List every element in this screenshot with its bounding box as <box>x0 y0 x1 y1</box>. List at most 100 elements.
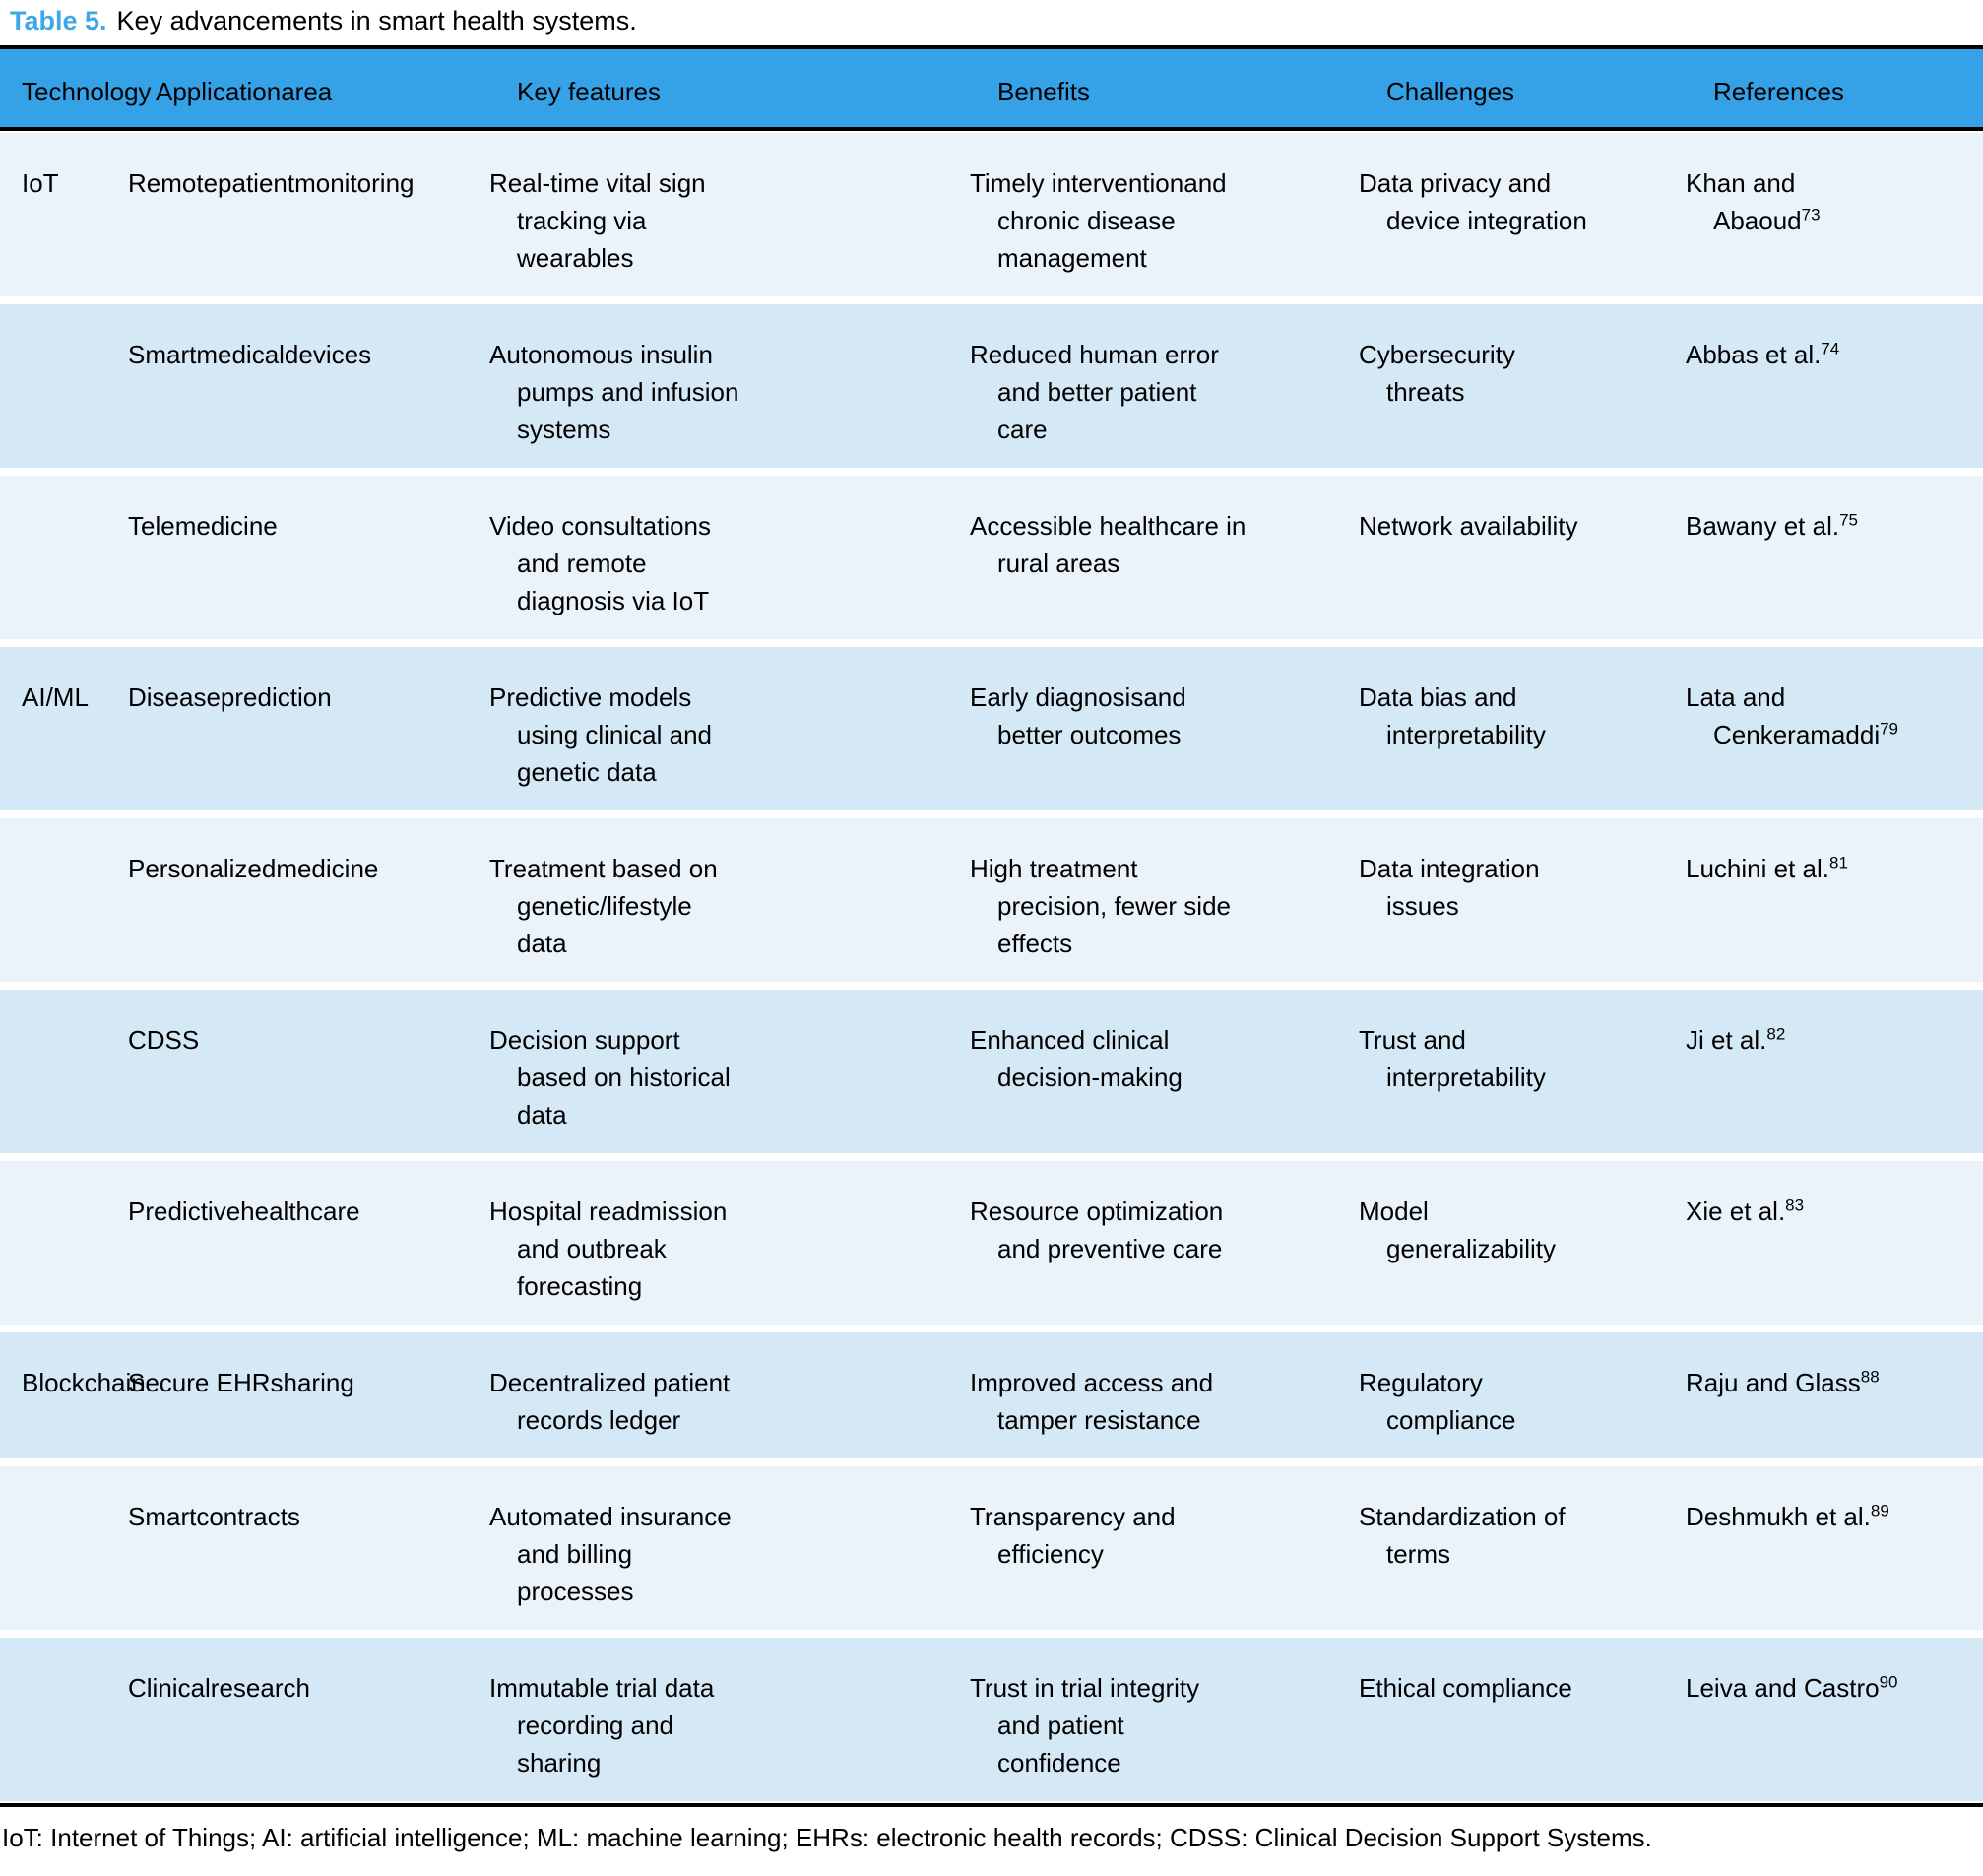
reference-cell: Bawany et al.75 <box>1686 476 1983 639</box>
benefits-cell: Transparency and efficiency <box>970 1502 1176 1569</box>
reference-superscript: 74 <box>1821 339 1840 358</box>
technology-cell: IoT <box>22 168 59 198</box>
benefits-cell: Improved access and tamper resistance <box>970 1368 1214 1435</box>
table-row: Smartcontracts Automated insurance and b… <box>0 1466 1983 1630</box>
technology-cell <box>22 304 128 468</box>
reference-text: Raju and Glass <box>1686 1368 1861 1397</box>
column-header-challenges: Challenges <box>1386 77 1515 106</box>
table-row: CDSS Decision support based on historica… <box>0 990 1983 1153</box>
table-row: AI/ML Diseaseprediction Predictive model… <box>0 647 1983 810</box>
challenges-cell: Network availability <box>1359 511 1578 541</box>
benefits-cell: Early diagnosisand better outcomes <box>970 682 1186 749</box>
reference-text: Ji et al. <box>1686 1025 1767 1055</box>
challenges-cell: Regulatory compliance <box>1359 1368 1516 1435</box>
table-caption-text: Key advancements in smart health systems… <box>116 6 637 35</box>
application-area-cell: Smartcontracts <box>128 1502 300 1531</box>
reference-superscript: 82 <box>1766 1024 1786 1044</box>
reference-text: Luchini et al. <box>1686 854 1829 883</box>
application-area-cell: Remotepatientmonitoring <box>128 168 415 198</box>
technology-cell: AI/ML <box>22 682 89 712</box>
application-area-cell: Secure EHRsharing <box>128 1368 354 1397</box>
technology-cell <box>22 990 128 1153</box>
technology-cell <box>22 1161 128 1325</box>
reference-superscript: 83 <box>1785 1196 1805 1215</box>
challenges-cell: Standardization of terms <box>1359 1502 1566 1569</box>
application-area-cell: Predictivehealthcare <box>128 1197 360 1226</box>
key-features-cell: Real-time vital sign tracking via wearab… <box>489 168 706 273</box>
column-header-application-area: Applicationarea <box>156 77 333 106</box>
reference-cell: Abbas et al.74 <box>1686 304 1983 468</box>
application-area-cell: Personalizedmedicine <box>128 854 379 883</box>
table-row: Telemedicine Video consultations and rem… <box>0 476 1983 639</box>
bottom-rule <box>0 1803 1983 1807</box>
application-area-cell: Smartmedicaldevices <box>128 340 372 369</box>
table-row: Smartmedicaldevices Autonomous insulin p… <box>0 304 1983 468</box>
challenges-cell: Model generalizability <box>1359 1197 1556 1263</box>
key-features-cell: Video consultations and remote diagnosis… <box>489 511 712 615</box>
challenges-cell: Data bias and interpretability <box>1359 682 1546 749</box>
reference-text: Xie et al. <box>1686 1197 1786 1226</box>
reference-text: Abbas et al. <box>1686 340 1822 369</box>
reference-superscript: 89 <box>1870 1501 1889 1520</box>
challenges-cell: Ethical compliance <box>1359 1673 1572 1703</box>
reference-cell: Xie et al.83 <box>1686 1161 1983 1325</box>
reference-superscript: 81 <box>1828 853 1848 873</box>
key-features-cell: Predictive models using clinical and gen… <box>489 682 713 787</box>
column-header-references: References <box>1713 77 1844 106</box>
reference-text: Deshmukh et al. <box>1686 1502 1871 1531</box>
reference-cell: Deshmukh et al.89 <box>1686 1466 1983 1630</box>
key-features-cell: Autonomous insulin pumps and infusion sy… <box>489 340 739 444</box>
top-rule <box>0 45 1983 49</box>
table-footnote: IoT: Internet of Things; AI: artificial … <box>2 1823 1652 1852</box>
benefits-cell: Reduced human error and better patient c… <box>970 340 1219 444</box>
challenges-cell: Data privacy and device integration <box>1359 168 1587 235</box>
technology-cell <box>22 1466 128 1630</box>
reference-text: Khan and Abaoud <box>1686 168 1802 235</box>
reference-superscript: 79 <box>1880 719 1899 739</box>
column-header-technology: Technology <box>22 77 152 106</box>
reference-superscript: 75 <box>1839 510 1859 530</box>
reference-cell: Raju and Glass88 <box>1686 1332 1983 1458</box>
reference-cell: Luchini et al.81 <box>1686 818 1983 982</box>
reference-text: Bawany et al. <box>1686 511 1840 541</box>
technology-cell: Blockchain <box>22 1368 146 1397</box>
key-features-cell: Hospital readmission and outbreak foreca… <box>489 1197 728 1301</box>
table-caption: Table 5. Key advancements in smart health… <box>10 6 1983 35</box>
column-header-benefits: Benefits <box>997 77 1090 106</box>
reference-cell: Khan and Abaoud73 <box>1686 133 1983 296</box>
benefits-cell: Trust in trial integrity and patient con… <box>970 1673 1200 1778</box>
table-number-label: Table 5. <box>10 6 107 35</box>
technology-cell <box>22 1638 128 1801</box>
table-row: Personalizedmedicine Treatment based on … <box>0 818 1983 982</box>
application-area-cell: Clinicalresearch <box>128 1673 310 1703</box>
reference-text: Lata and Cenkeramaddi <box>1686 682 1881 749</box>
reference-text: Leiva and Castro <box>1686 1673 1880 1703</box>
header-bottom-rule <box>0 127 1983 131</box>
challenges-cell: Data integration issues <box>1359 854 1540 921</box>
table-row: Blockchain Secure EHRsharing Decentraliz… <box>0 1332 1983 1458</box>
table-header-row: Technology Applicationarea Key features … <box>0 49 1983 127</box>
reference-superscript: 88 <box>1860 1367 1880 1387</box>
reference-cell: Leiva and Castro90 <box>1686 1638 1983 1801</box>
table-5-smart-health-advancements: Table 5. Key advancements in smart health… <box>0 6 1983 1852</box>
benefits-cell: Accessible healthcare in rural areas <box>970 511 1247 578</box>
reference-cell: Lata and Cenkeramaddi79 <box>1686 647 1983 810</box>
application-area-cell: CDSS <box>128 1025 200 1055</box>
reference-superscript: 73 <box>1801 205 1821 225</box>
challenges-cell: Trust and interpretability <box>1359 1025 1546 1092</box>
reference-superscript: 90 <box>1879 1672 1898 1692</box>
technology-cell <box>22 818 128 982</box>
column-header-key-features: Key features <box>517 77 661 106</box>
table-row: Clinicalresearch Immutable trial data re… <box>0 1638 1983 1801</box>
key-features-cell: Decision support based on historical dat… <box>489 1025 731 1130</box>
application-area-cell: Diseaseprediction <box>128 682 332 712</box>
key-features-cell: Decentralized patient records ledger <box>489 1368 731 1435</box>
benefits-cell: Timely interventionand chronic disease m… <box>970 168 1227 273</box>
reference-cell: Ji et al.82 <box>1686 990 1983 1153</box>
benefits-cell: Resource optimization and preventive car… <box>970 1197 1224 1263</box>
benefits-cell: High treatment precision, fewer side eff… <box>970 854 1231 958</box>
challenges-cell: Cybersecurity threats <box>1359 340 1515 407</box>
technology-cell <box>22 476 128 639</box>
key-features-cell: Automated insurance and billing processe… <box>489 1502 732 1606</box>
application-area-cell: Telemedicine <box>128 511 278 541</box>
